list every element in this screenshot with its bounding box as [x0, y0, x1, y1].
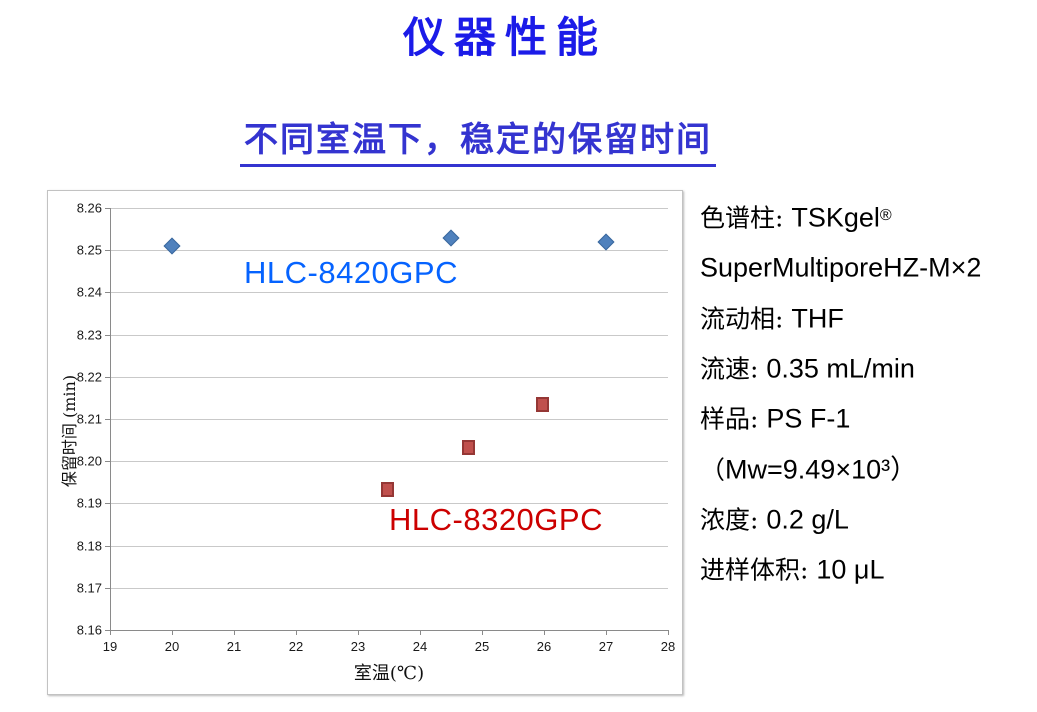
spec-line-mw: （Mw=9.49×10³） [700, 446, 1037, 496]
y-tick-label: 8.21 [76, 411, 102, 427]
y-tick-mark [105, 208, 110, 209]
spec-line-column: 色谱柱: TSKgel® [700, 194, 1037, 244]
y-tick-label: 8.16 [76, 622, 102, 638]
y-tick-label: 8.18 [76, 538, 102, 554]
gridline [110, 376, 668, 378]
x-tick-label: 28 [660, 639, 676, 654]
x-tick-label: 24 [412, 639, 428, 654]
spec-value: 10 μL [816, 554, 885, 585]
spec-value: 0.35 mL/min [766, 353, 915, 384]
x-tick-label: 23 [350, 639, 366, 654]
x-tick-label: 22 [288, 639, 304, 654]
gridline [110, 545, 668, 547]
gridline [110, 250, 668, 252]
x-tick-label: 27 [598, 639, 614, 654]
y-tick-label: 8.20 [76, 453, 102, 469]
x-tick-label: 19 [102, 639, 118, 654]
y-tick-mark [105, 587, 110, 589]
y-tick-label: 8.22 [76, 369, 102, 385]
y-tick-mark [105, 503, 110, 505]
x-tick-mark [358, 630, 359, 635]
y-tick-mark [105, 334, 110, 336]
point-hlc-8320gpc [536, 397, 549, 413]
spec-label: 流速: [700, 354, 767, 384]
spec-line-flow-rate: 流速: 0.35 mL/min [700, 345, 1037, 395]
y-tick-label: 8.17 [76, 580, 102, 596]
x-tick-label: 25 [474, 639, 490, 654]
point-hlc-8420gpc [597, 233, 615, 251]
spec-value: TSKgel [791, 202, 880, 233]
y-tick-label: 8.23 [76, 327, 102, 343]
x-tick-label: 20 [164, 639, 180, 654]
point-hlc-8320gpc [381, 481, 394, 497]
x-tick-label: 26 [536, 639, 552, 654]
y-axis-line [110, 208, 111, 630]
x-tick-mark [668, 630, 669, 635]
spec-label: 样品: [700, 404, 767, 434]
series-label-hlc-8320gpc: HLC-8320GPC [389, 502, 603, 537]
spec-value: Mw=9.49×10³） [725, 453, 918, 484]
spec-label: 浓度: [700, 505, 767, 535]
spec-label: 进样体积: [700, 555, 817, 585]
spec-line-column-2: SuperMultiporeHZ-M×2 [700, 244, 1037, 294]
spec-label: 流动相: [700, 303, 792, 333]
x-tick-mark [482, 630, 483, 635]
spec-value: THF [791, 302, 844, 333]
y-tick-mark [105, 461, 110, 463]
x-axis-title: 室温(℃) [353, 663, 425, 684]
x-tick-mark [172, 630, 173, 635]
gridline [110, 208, 668, 209]
spec-line-injection-volume: 进样体积: 10 μL [700, 546, 1037, 596]
spec-line-mobile-phase: 流动相: THF [700, 295, 1037, 345]
spec-line-sample: 样品: PS F-1 [700, 395, 1037, 445]
x-tick-mark [110, 630, 111, 635]
x-tick-mark [234, 630, 235, 635]
x-tick-label: 21 [226, 639, 242, 654]
y-tick-label: 8.24 [76, 284, 102, 300]
spec-label: 色谱柱: [700, 203, 792, 233]
gridline [110, 587, 668, 589]
x-tick-mark [544, 630, 545, 635]
gridline [110, 461, 668, 463]
y-tick-mark [105, 292, 110, 294]
page-title: 仪器性能 [402, 13, 607, 62]
series-label-hlc-8420gpc: HLC-8420GPC [244, 255, 458, 290]
specs-panel: 色谱柱: TSKgel® SuperMultiporeHZ-M×2 流动相: T… [700, 194, 1037, 597]
y-tick-label: 8.25 [76, 242, 102, 258]
gridline [110, 292, 668, 294]
gridline [110, 334, 668, 336]
y-tick-label: 8.19 [76, 495, 102, 511]
point-hlc-8420gpc [163, 237, 181, 255]
spec-label: （ [700, 454, 726, 484]
y-tick-mark [105, 630, 110, 631]
gridline [110, 503, 668, 505]
y-tick-mark [105, 250, 110, 252]
spec-line-concentration: 浓度: 0.2 g/L [700, 496, 1037, 546]
spec-superscript: ® [879, 207, 892, 224]
y-tick-mark [105, 419, 110, 420]
y-tick-mark [105, 545, 110, 547]
subtitle-container: 不同室温下，稳定的保留时间 [0, 112, 956, 167]
x-axis-line [110, 630, 669, 631]
y-axis-title: 保留时间 (min) [60, 374, 79, 488]
gridline [110, 419, 668, 420]
page-subtitle: 不同室温下，稳定的保留时间 [240, 112, 716, 167]
y-tick-label: 8.26 [76, 200, 102, 216]
point-hlc-8320gpc [461, 439, 475, 455]
x-tick-mark [296, 630, 297, 635]
spec-value: SuperMultiporeHZ-M×2 [700, 252, 982, 283]
x-tick-mark [420, 630, 421, 635]
point-hlc-8420gpc [442, 229, 460, 247]
spec-value: 0.2 g/L [766, 504, 849, 535]
scatter-chart: 保留时间 (min) 室温(℃) HLC-8420GPC HLC-8320GPC… [47, 190, 683, 695]
x-tick-mark [606, 630, 607, 635]
spec-value: PS F-1 [766, 403, 851, 434]
y-tick-mark [105, 376, 110, 378]
